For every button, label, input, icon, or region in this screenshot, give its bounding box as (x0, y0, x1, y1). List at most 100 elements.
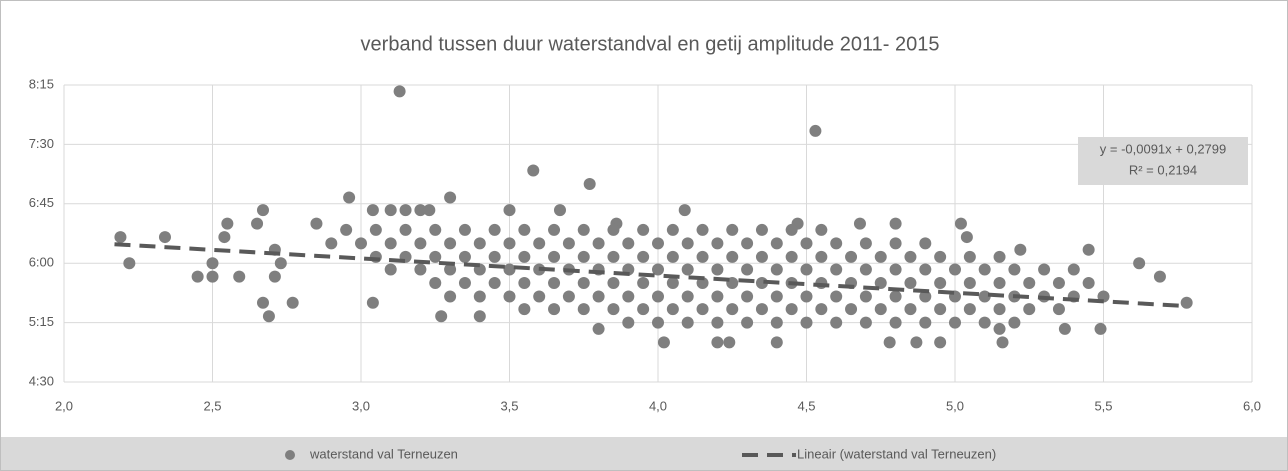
point (518, 250, 531, 263)
x-tick-label: 3,5 (500, 398, 518, 413)
point (429, 223, 442, 236)
point (444, 290, 457, 303)
point (577, 223, 590, 236)
x-tick-label: 5,0 (946, 398, 964, 413)
point (423, 204, 436, 217)
point (384, 263, 397, 276)
point (845, 250, 858, 263)
annotation: R² = 0,2194 (1129, 162, 1197, 177)
point (741, 263, 754, 276)
point (548, 250, 561, 263)
point (325, 237, 338, 250)
point (696, 250, 709, 263)
point (815, 223, 828, 236)
y-tick-label: 5:15 (29, 314, 54, 329)
point (1014, 243, 1027, 256)
chart-title: verband tussen duur waterstandval en get… (361, 33, 940, 55)
point (444, 237, 457, 250)
point (206, 270, 219, 283)
point (978, 316, 991, 329)
point (562, 290, 575, 303)
point (993, 250, 1006, 263)
point (503, 290, 516, 303)
point (785, 223, 798, 236)
point (954, 217, 967, 230)
point (934, 336, 947, 349)
point (652, 263, 664, 276)
point (815, 303, 828, 316)
point (960, 231, 973, 244)
point (830, 237, 843, 250)
point (889, 290, 902, 303)
point (1082, 243, 1095, 256)
point (191, 270, 204, 283)
point (414, 263, 427, 276)
point (830, 290, 843, 303)
point (1082, 277, 1095, 289)
point (503, 204, 516, 217)
point (755, 223, 768, 236)
point (830, 263, 843, 276)
point (1133, 257, 1146, 270)
point (949, 263, 961, 276)
point (666, 250, 679, 263)
point (904, 303, 917, 316)
point (1058, 322, 1071, 335)
point (473, 310, 486, 323)
point (904, 277, 917, 289)
point (355, 237, 367, 250)
point (548, 223, 561, 236)
point (553, 204, 566, 217)
point (399, 223, 412, 236)
point (1038, 263, 1051, 276)
point (429, 277, 442, 289)
point (934, 250, 947, 263)
point (1153, 270, 1166, 283)
point (114, 231, 127, 244)
point (883, 336, 896, 349)
point (889, 263, 902, 276)
point (343, 191, 356, 204)
point (800, 263, 813, 276)
point (429, 250, 442, 263)
annotation-box (1078, 137, 1248, 185)
point (218, 231, 231, 244)
x-tick-label: 2,0 (55, 398, 73, 413)
point (1052, 277, 1065, 289)
point (910, 336, 923, 349)
point (340, 223, 353, 236)
x-tick-label: 2,5 (203, 398, 221, 413)
point (711, 237, 724, 250)
point (859, 237, 872, 250)
point (622, 237, 635, 250)
point (741, 237, 754, 250)
point (488, 250, 501, 263)
point (723, 336, 736, 349)
point (592, 322, 605, 335)
point (221, 217, 234, 230)
point (889, 237, 902, 250)
y-tick-label: 6:45 (29, 195, 54, 210)
x-tick-label: 3,0 (352, 398, 370, 413)
point (845, 303, 858, 316)
point (592, 237, 605, 250)
point (681, 290, 694, 303)
point (607, 303, 620, 316)
point (158, 231, 171, 244)
point (889, 316, 902, 329)
point (993, 303, 1006, 316)
point (800, 290, 813, 303)
point (770, 237, 783, 250)
point (809, 124, 822, 137)
point (726, 303, 739, 316)
legend-marker (285, 450, 295, 460)
legend-label: Lineair (waterstand val Terneuzen) (797, 446, 996, 461)
point (637, 277, 650, 289)
point (268, 270, 281, 283)
point (800, 237, 813, 250)
point (666, 303, 679, 316)
point (607, 277, 620, 289)
point (859, 290, 872, 303)
annotation: y = -0,0091x + 0,2799 (1100, 141, 1226, 156)
point (681, 316, 694, 329)
